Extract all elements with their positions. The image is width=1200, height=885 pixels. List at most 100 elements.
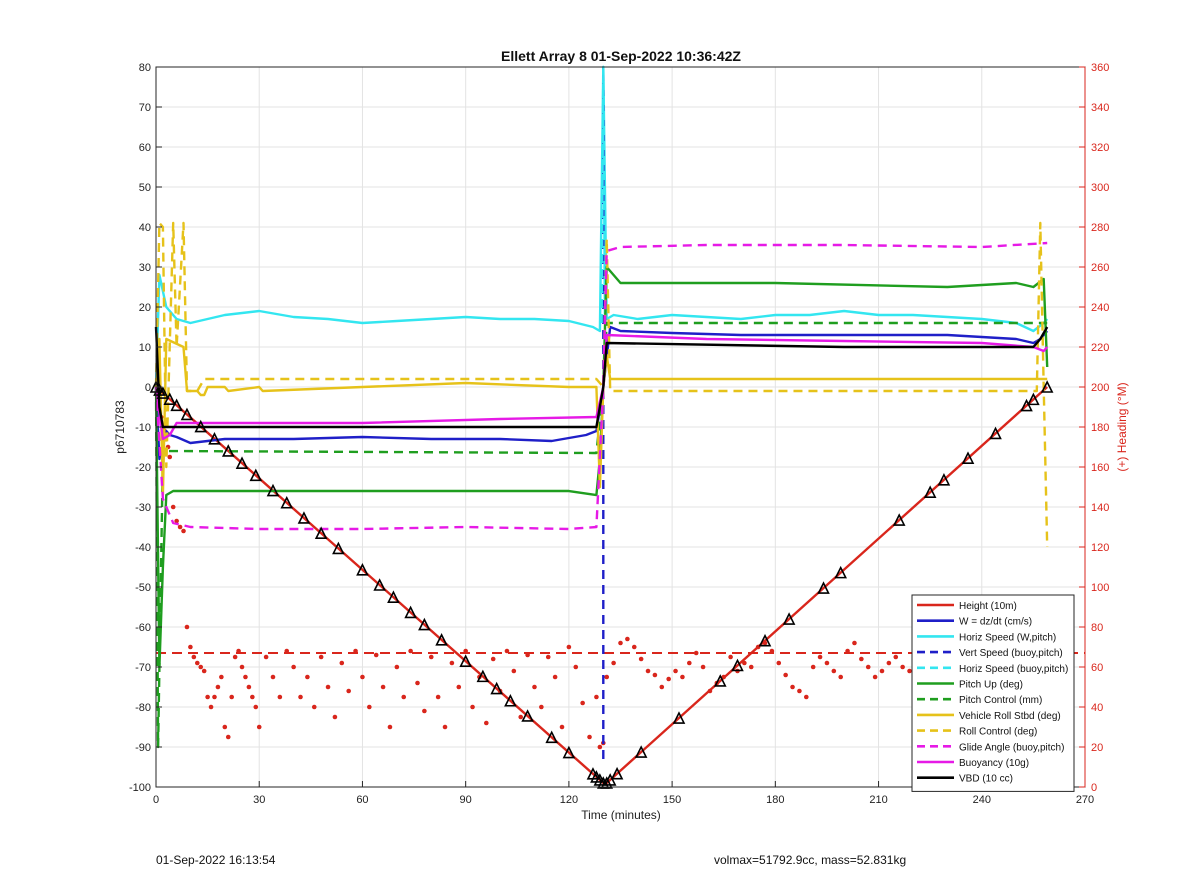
series-line-1 <box>154 325 1049 461</box>
heading-point <box>728 654 733 660</box>
legend-label-7: Vehicle Roll Stbd (deg) <box>959 711 1061 722</box>
heading-point <box>831 668 837 674</box>
heading-point <box>177 524 183 530</box>
heading-point <box>256 724 262 730</box>
heading-point <box>170 504 176 510</box>
heading-point <box>817 654 823 660</box>
heading-point <box>367 704 372 710</box>
height-marker <box>221 444 235 457</box>
x-axis-label: Time (minutes) <box>581 808 661 822</box>
heading-point <box>318 654 324 660</box>
y-tick-label: -10 <box>135 422 151 434</box>
y-tick-label: 70 <box>139 102 151 114</box>
height-marker <box>490 681 503 695</box>
heading-point <box>490 656 496 662</box>
heading-point <box>504 648 510 654</box>
heading-point <box>776 660 782 666</box>
y2-tick-label: 20 <box>1091 742 1103 754</box>
series-line-11 <box>154 326 1049 429</box>
heading-point <box>824 660 830 666</box>
heading-point <box>243 674 248 680</box>
legend-label-9: Glide Angle (buoy,pitch) <box>959 742 1064 753</box>
y-tick-label: -70 <box>135 662 151 674</box>
height-marker <box>713 674 727 687</box>
heading-point <box>212 694 217 700</box>
heading-point <box>852 640 857 646</box>
y2-tick-label: 40 <box>1091 702 1103 714</box>
legend-label-8: Roll Control (deg) <box>959 727 1037 738</box>
height-marker <box>758 633 772 647</box>
height-marker <box>603 773 617 786</box>
height-marker <box>545 730 558 744</box>
x-tick-label: 90 <box>460 794 472 806</box>
heading-point <box>532 684 537 690</box>
y2-tick-label: 320 <box>1091 142 1109 154</box>
heading-point <box>201 668 207 674</box>
height-marker <box>634 745 648 758</box>
heading-point <box>463 648 468 654</box>
heading-point <box>594 694 599 700</box>
heading-point <box>783 672 788 678</box>
heading-point <box>222 724 228 730</box>
height-marker <box>672 711 686 724</box>
heading-point <box>659 684 665 690</box>
heading-point <box>194 660 200 666</box>
height-marker <box>297 511 311 524</box>
heading-point <box>797 688 802 694</box>
heading-point <box>311 704 317 710</box>
heading-point <box>604 674 610 680</box>
heading-point <box>518 714 524 720</box>
height-marker <box>163 392 177 405</box>
heading-point <box>673 668 678 674</box>
height-marker <box>418 617 431 631</box>
height-markers <box>149 380 1054 789</box>
heading-point <box>700 664 706 670</box>
heading-point <box>545 654 551 660</box>
legend-label-11: VBD (10 cc) <box>959 774 1013 785</box>
heading-point <box>253 704 259 710</box>
series-line-9 <box>154 241 1048 531</box>
heading-point <box>838 674 844 680</box>
y-axis-label: p6710783 <box>113 400 127 454</box>
heading-point <box>879 668 885 674</box>
heading-point <box>339 660 345 666</box>
heading-point <box>208 704 214 710</box>
height-marker <box>314 526 328 540</box>
height-marker <box>731 658 744 672</box>
footer-volmax-mass: volmax=51792.9cc, mass=52.831kg <box>714 853 907 867</box>
heading-point <box>900 664 905 670</box>
heading-point <box>298 694 303 700</box>
y2-tick-label: 200 <box>1091 382 1109 394</box>
heading-point <box>428 654 434 660</box>
heading-point <box>174 518 179 524</box>
heading-point <box>250 694 255 700</box>
height-marker <box>332 541 345 555</box>
legend-label-5: Pitch Up (deg) <box>959 680 1023 691</box>
heading-point <box>332 714 338 720</box>
x-tick-label: 270 <box>1076 794 1094 806</box>
legend-box <box>911 594 1075 792</box>
heading-point <box>580 700 585 706</box>
heading-point <box>442 724 448 730</box>
heading-point <box>566 644 572 650</box>
y2-tick-label: 300 <box>1091 182 1109 194</box>
series-group <box>154 65 1049 785</box>
heading-point <box>552 674 558 680</box>
y2-tick-label: 120 <box>1091 542 1109 554</box>
heading-point <box>435 694 441 700</box>
heading-point <box>219 674 224 680</box>
heading-point <box>291 664 296 670</box>
heading-point <box>666 676 671 682</box>
x-tick-label: 240 <box>973 794 991 806</box>
series-line-8 <box>154 221 1049 548</box>
heading-point <box>181 528 186 534</box>
height-marker <box>156 386 170 399</box>
legend-label-1: W = dz/dt (cm/s) <box>959 617 1032 628</box>
heading-point <box>215 684 221 690</box>
y2-tick-label: 240 <box>1091 302 1109 314</box>
y-tick-label: -20 <box>135 462 151 474</box>
height-marker <box>170 398 183 412</box>
heading-point <box>380 684 386 690</box>
height-marker <box>435 633 448 646</box>
heading-point <box>422 708 427 714</box>
